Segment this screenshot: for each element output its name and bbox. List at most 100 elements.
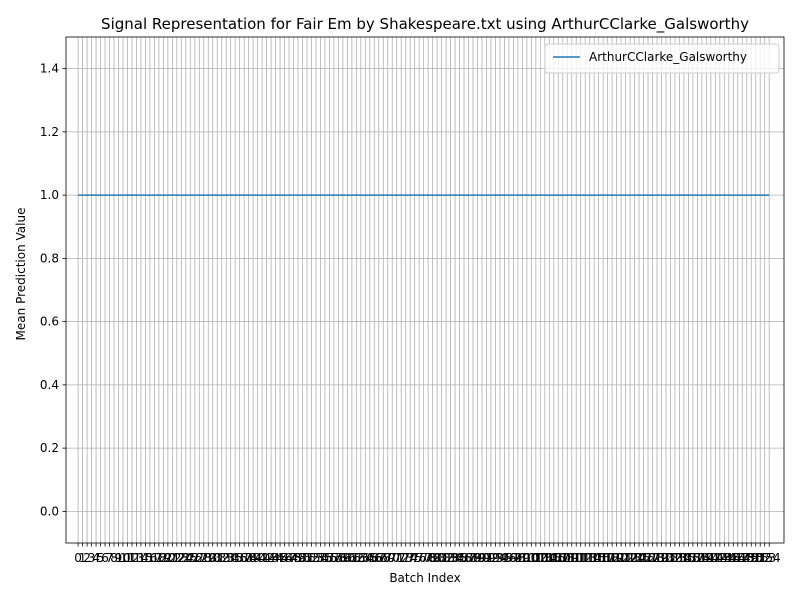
x-tick-label: 127 [637,551,660,565]
x-tick-label: 16 [142,551,157,565]
x-tick-label: 109 [556,551,579,565]
x-tick-label: 137 [681,551,704,565]
x-tick-label: 38 [241,551,256,565]
x-tick-label: 90 [474,551,489,565]
x-tick-label: 10 [115,551,130,565]
x-tick-label: 107 [547,551,570,565]
x-tick-label: 24 [178,551,193,565]
x-tick-label: 77 [416,551,431,565]
x-tick-label: 95 [497,551,512,565]
x-tick-label: 149 [735,551,758,565]
x-tick-label: 34 [223,551,238,565]
x-tick-label: 144 [713,551,736,565]
x-tick-label: 23 [174,551,189,565]
x-tick-label: 6 [101,551,109,565]
x-tick-label: 132 [659,551,682,565]
x-tick-label: 151 [744,551,767,565]
x-tick-label: 139 [690,551,713,565]
x-tick-label: 152 [749,551,772,565]
x-tick-label: 129 [646,551,669,565]
x-tick-label: 148 [731,551,754,565]
x-tick-label: 22 [169,551,184,565]
x-tick-label: 154 [758,551,781,565]
x-tick-label: 74 [403,551,418,565]
x-tick-label: 32 [214,551,229,565]
legend: ArthurCClarke_Galsworthy [544,43,780,74]
x-tick-label: 84 [447,551,462,565]
x-tick-label: 20 [160,551,175,565]
y-tick-label: 1.2 [40,125,59,139]
x-tick-label: 89 [470,551,485,565]
x-tick-label: 125 [628,551,651,565]
legend-box [544,43,780,74]
x-tick-label: 55 [317,551,332,565]
x-tick-label: 11 [120,551,135,565]
legend-label: ArthurCClarke_Galsworthy [589,50,747,64]
x-tick-label: 21 [165,551,180,565]
x-tick-label: 141 [699,551,722,565]
x-tick-label: 91 [479,551,494,565]
x-tick-label: 51 [299,551,314,565]
x-tick-label: 47 [281,551,296,565]
y-tick-label: 0.4 [40,378,59,392]
x-tick-label: 108 [551,551,574,565]
x-tick-label: 67 [371,551,386,565]
x-tick-label: 145 [717,551,740,565]
x-tick-label: 86 [456,551,471,565]
y-tick-label: 0.2 [40,441,59,455]
x-tick-label: 27 [192,551,207,565]
x-tick-label: 66 [367,551,382,565]
x-tick-label: 140 [695,551,718,565]
x-tick-label: 83 [443,551,458,565]
x-tick-label: 136 [677,551,700,565]
x-tick-label: 81 [434,551,449,565]
x-tick-label: 43 [263,551,278,565]
x-tick-label: 35 [228,551,243,565]
x-tick-label: 1 [79,551,87,565]
x-tick-label: 130 [650,551,673,565]
x-tick-label: 69 [380,551,395,565]
x-tick-label: 87 [461,551,476,565]
x-tick-label: 134 [668,551,691,565]
x-tick-label: 79 [425,551,440,565]
x-tick-label: 76 [412,551,427,565]
x-tick-label: 117 [592,551,615,565]
x-tick-label: 123 [619,551,642,565]
x-tick-label: 42 [259,551,274,565]
x-tick-label: 39 [245,551,260,565]
x-tick-label: 150 [740,551,763,565]
x-tick-label: 36 [232,551,247,565]
x-tick-label: 106 [542,551,565,565]
x-tick-label: 46 [277,551,292,565]
x-tick-label: 0 [74,551,82,565]
x-tick-label: 64 [358,551,373,565]
x-tick-label: 122 [614,551,637,565]
chart-title: Signal Representation for Fair Em by Sha… [101,15,749,34]
x-tick-label: 54 [313,551,328,565]
x-tick-label: 71 [389,551,404,565]
x-tick-label: 105 [538,551,561,565]
x-tick-label: 98 [510,551,525,565]
x-tick-label: 115 [583,551,606,565]
x-tick-label: 59 [335,551,350,565]
x-tick-label: 96 [501,551,516,565]
y-tick-label: 0.8 [40,251,59,265]
x-tick-label: 44 [268,551,283,565]
x-tick-label: 41 [254,551,269,565]
x-tick-label: 75 [407,551,422,565]
x-tick-label: 111 [565,551,588,565]
x-tick-label: 15 [138,551,153,565]
x-tick-label: 14 [133,551,148,565]
x-tick-label: 18 [151,551,166,565]
x-tick-label: 50 [295,551,310,565]
x-tick-label: 78 [421,551,436,565]
x-tick-label: 143 [708,551,731,565]
x-tick-label: 62 [349,551,364,565]
x-tick-label: 131 [655,551,678,565]
x-tick-label: 9 [115,551,123,565]
x-tick-label: 25 [183,551,198,565]
x-tick-label: 17 [147,551,162,565]
x-tick-label: 57 [326,551,341,565]
x-tick-label: 70 [385,551,400,565]
